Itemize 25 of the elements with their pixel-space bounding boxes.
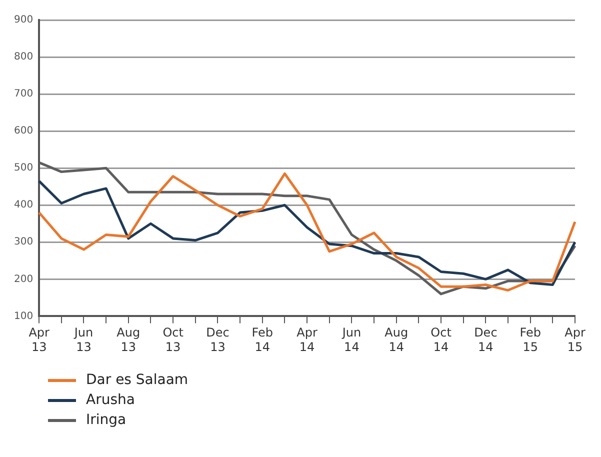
legend-label: Iringa (86, 412, 126, 428)
x-tick-label: Dec 13 (206, 326, 230, 354)
x-tick-label: Jun 13 (73, 326, 94, 354)
y-tick-label: 500 (14, 162, 34, 174)
x-tick-label: Feb 14 (252, 326, 274, 354)
x-tick-label: Jun 14 (341, 326, 362, 354)
x-tick-label: Apr 14 (296, 326, 318, 354)
y-tick-label: 800 (14, 52, 34, 63)
x-tick-label: Oct 14 (430, 326, 452, 354)
y-tick-label: 200 (14, 274, 34, 285)
y-tick-label: 100 (14, 310, 34, 322)
x-tick-label: Feb 15 (520, 326, 541, 354)
y-tick-label: 300 (14, 236, 34, 248)
x-tick-label: Apr 13 (28, 326, 50, 354)
y-tick-label: 700 (14, 88, 34, 100)
legend-label: Dar es Salaam (86, 372, 188, 388)
y-tick-label: 600 (14, 126, 34, 137)
x-tick-label: Apr 15 (564, 326, 586, 354)
y-tick-label: 400 (14, 200, 34, 211)
x-tick-label: Dec 14 (474, 326, 498, 354)
y-tick-label: 900 (14, 14, 34, 26)
x-tick-label: Oct 13 (162, 326, 184, 354)
x-tick-label: Aug 13 (116, 326, 140, 354)
legend-label: Arusha (86, 392, 135, 408)
x-tick-label: Aug 14 (384, 326, 408, 354)
